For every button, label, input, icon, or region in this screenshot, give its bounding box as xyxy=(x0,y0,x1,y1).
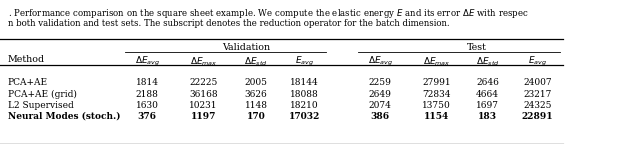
Text: L2 Supervised: L2 Supervised xyxy=(8,101,74,110)
Text: 376: 376 xyxy=(138,112,157,121)
Text: 13750: 13750 xyxy=(422,101,451,110)
Text: 10231: 10231 xyxy=(189,101,218,110)
Text: 1154: 1154 xyxy=(424,112,449,121)
Text: $\Delta E_{max}$: $\Delta E_{max}$ xyxy=(189,55,218,68)
Text: 36168: 36168 xyxy=(189,90,218,99)
Text: 1630: 1630 xyxy=(136,101,159,110)
Text: $\Delta E_{std}$: $\Delta E_{std}$ xyxy=(476,55,499,68)
Text: 2649: 2649 xyxy=(369,90,392,99)
Text: 1197: 1197 xyxy=(191,112,216,121)
Text: 18144: 18144 xyxy=(291,78,319,87)
Text: 2005: 2005 xyxy=(244,78,268,87)
Text: 2074: 2074 xyxy=(369,101,392,110)
Text: $\Delta E_{std}$: $\Delta E_{std}$ xyxy=(244,55,268,68)
Text: 386: 386 xyxy=(371,112,390,121)
Text: 170: 170 xyxy=(246,112,266,121)
Text: 2259: 2259 xyxy=(369,78,392,87)
Text: 23217: 23217 xyxy=(524,90,552,99)
Text: 3626: 3626 xyxy=(244,90,268,99)
Text: . Performance comparison on the square sheet example. We compute the elastic ene: . Performance comparison on the square s… xyxy=(8,7,529,20)
Text: 18088: 18088 xyxy=(291,90,319,99)
Text: 24325: 24325 xyxy=(524,101,552,110)
Text: 2188: 2188 xyxy=(136,90,159,99)
Text: 1697: 1697 xyxy=(476,101,499,110)
Text: 27991: 27991 xyxy=(422,78,451,87)
Text: 22225: 22225 xyxy=(189,78,218,87)
Text: $\Delta E_{avg}$: $\Delta E_{avg}$ xyxy=(134,55,160,68)
Text: PCA+AE: PCA+AE xyxy=(8,78,48,87)
Text: 183: 183 xyxy=(478,112,497,121)
Text: 1814: 1814 xyxy=(136,78,159,87)
Text: 1148: 1148 xyxy=(244,101,268,110)
Text: $E_{avg}$: $E_{avg}$ xyxy=(295,55,314,68)
Text: 24007: 24007 xyxy=(524,78,552,87)
Text: 17032: 17032 xyxy=(289,112,321,121)
Text: Test: Test xyxy=(467,43,487,52)
Text: Neural Modes (stoch.): Neural Modes (stoch.) xyxy=(8,112,120,121)
Text: $\Delta E_{max}$: $\Delta E_{max}$ xyxy=(422,55,451,68)
Text: 72834: 72834 xyxy=(422,90,451,99)
Text: 2646: 2646 xyxy=(476,78,499,87)
Text: 4664: 4664 xyxy=(476,90,499,99)
Text: Method: Method xyxy=(8,55,45,64)
Text: 18210: 18210 xyxy=(291,101,319,110)
Text: Validation: Validation xyxy=(222,43,271,52)
Text: $\Delta E_{avg}$: $\Delta E_{avg}$ xyxy=(367,55,393,68)
Text: 22891: 22891 xyxy=(522,112,554,121)
Text: PCA+AE (grid): PCA+AE (grid) xyxy=(8,90,77,99)
Text: $E_{avg}$: $E_{avg}$ xyxy=(528,55,547,68)
Text: n both validation and test sets. The subscript denotes the reduction operator fo: n both validation and test sets. The sub… xyxy=(8,19,449,28)
